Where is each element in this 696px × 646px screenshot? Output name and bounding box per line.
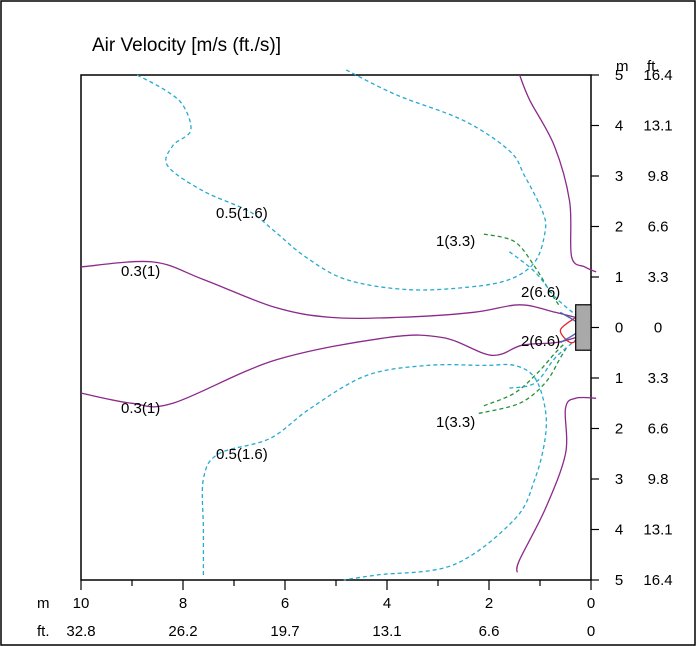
y-tick-label-m: 1	[615, 269, 623, 286]
contour-label-2-bottom: 2(6.6)	[521, 333, 560, 350]
contour-line-0.3-1-2	[80, 334, 576, 408]
y-tick-label-ft: 3.3	[648, 269, 669, 286]
contour-line-0.5-1.6-9	[509, 251, 577, 316]
y-tick-label-m: 5	[615, 572, 623, 589]
x-tick-label-m: 2	[485, 595, 493, 612]
x-tick-label-ft: 6.6	[479, 623, 500, 640]
y-tick-label-m: 4	[615, 118, 623, 135]
y-tick-label-ft: 13.1	[643, 118, 672, 135]
y-tick-label-ft: 16.4	[643, 67, 672, 84]
y-axis-ticks: 5 16.4 4 13.1 3 9.8 2 6.6 1 3.3 0 0 1 3.3 2 6.6 3 9.8 4 13.…	[591, 67, 673, 589]
contour-layer	[80, 69, 597, 581]
x-tick-label-ft: 19.7	[270, 623, 299, 640]
y-tick-label-m: 2	[615, 219, 623, 236]
y-tick-label-ft: 16.4	[643, 572, 672, 589]
x-tick-label-ft: 32.8	[66, 623, 95, 640]
y-tick-label-ft: 6.6	[648, 421, 669, 438]
outlet-device	[575, 304, 592, 351]
y-tick-label-m: 5	[615, 67, 623, 84]
x-tick-label-ft: 26.2	[168, 623, 197, 640]
contour-line-0.5-1.6-10	[509, 339, 577, 389]
x-unit-ft-label: ft.	[37, 623, 50, 640]
y-tick-label-ft: 13.1	[643, 522, 672, 539]
contour-label-0.5-bottom: 0.5(1.6)	[216, 446, 268, 463]
x-tick-label-ft: 0	[587, 623, 595, 640]
y-tick-label-m: 4	[615, 522, 623, 539]
y-unit-ft-label: ft.	[647, 58, 660, 75]
contour-label-0.5-top: 0.5(1.6)	[216, 205, 268, 222]
contour-line-0.5-1.6-4	[136, 69, 547, 291]
contour-label-1-bottom: 1(3.3)	[436, 414, 475, 431]
y-tick-label-ft: 9.8	[648, 168, 669, 185]
y-tick-label-ft: 6.6	[648, 219, 669, 236]
x-tick-label-m: 6	[281, 595, 289, 612]
x-tick-label-ft: 13.1	[372, 623, 401, 640]
y-tick-label-m: 1	[615, 370, 623, 387]
contour-label-2-top: 2(6.6)	[521, 284, 560, 301]
y-unit-m-label: m	[616, 58, 629, 75]
x-unit-m-label: m	[37, 595, 50, 612]
y-tick-label-ft: 3.3	[648, 370, 669, 387]
contour-label-0.3-bottom: 0.3(1)	[121, 400, 160, 417]
y-tick-label-m: 3	[615, 471, 623, 488]
x-tick-label-m: 10	[73, 595, 90, 612]
plot-area	[80, 74, 592, 581]
x-axis-ticks: 10 8 6 4 2 0 32.8 26.2 19.7 13.1 6.6 0	[66, 580, 595, 640]
chart-title: Air Velocity [m/s (ft./s)]	[92, 35, 281, 56]
contour-line-1-3.3-6	[483, 233, 561, 308]
y-tick-label-m: 0	[615, 320, 623, 337]
x-tick-label-m: 4	[383, 595, 391, 612]
y-tick-label-ft: 0	[654, 320, 662, 337]
contour-line-0.3-1-0	[518, 74, 597, 273]
y-tick-label-m: 2	[615, 421, 623, 438]
contour-line-0.3-1-1	[80, 260, 576, 320]
y-tick-label-m: 3	[615, 168, 623, 185]
contour-label-1-top: 1(3.3)	[436, 233, 475, 250]
contour-line-1-3.3-7	[483, 342, 566, 407]
contour-line-0.3-1-3	[516, 396, 597, 573]
y-tick-label-ft: 9.8	[648, 471, 669, 488]
x-tick-label-m: 8	[179, 595, 187, 612]
contour-line-0.5-1.6-5	[201, 363, 548, 581]
contour-label-0.3-top: 0.3(1)	[121, 263, 160, 280]
contour-line-1-3.3-8	[478, 344, 569, 415]
x-tick-label-m: 0	[587, 595, 595, 612]
